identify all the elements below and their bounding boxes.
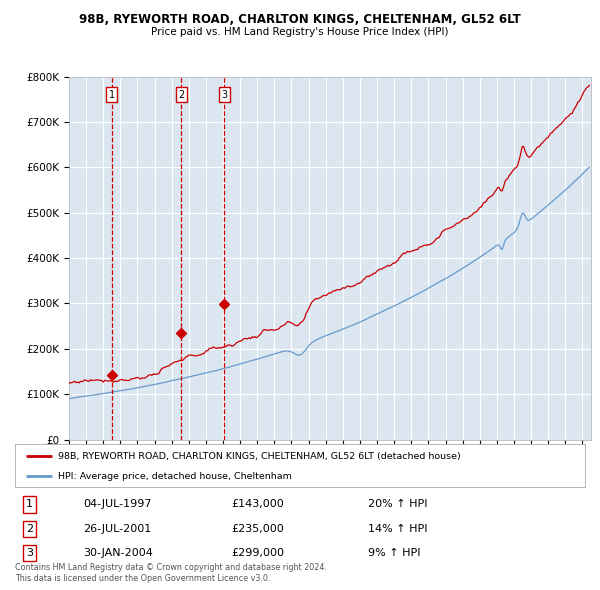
Text: 26-JUL-2001: 26-JUL-2001	[83, 524, 152, 534]
Text: 1: 1	[26, 500, 33, 509]
Text: 2: 2	[26, 524, 33, 534]
Text: £299,000: £299,000	[232, 548, 284, 558]
Text: HPI: Average price, detached house, Cheltenham: HPI: Average price, detached house, Chel…	[58, 471, 292, 481]
Text: This data is licensed under the Open Government Licence v3.0.: This data is licensed under the Open Gov…	[15, 574, 271, 583]
Text: 9% ↑ HPI: 9% ↑ HPI	[368, 548, 421, 558]
Text: 1: 1	[109, 90, 115, 100]
Text: Contains HM Land Registry data © Crown copyright and database right 2024.: Contains HM Land Registry data © Crown c…	[15, 563, 327, 572]
Text: £235,000: £235,000	[232, 524, 284, 534]
Text: £143,000: £143,000	[232, 500, 284, 509]
Text: 04-JUL-1997: 04-JUL-1997	[83, 500, 152, 509]
Text: 20% ↑ HPI: 20% ↑ HPI	[368, 500, 428, 509]
Text: Price paid vs. HM Land Registry's House Price Index (HPI): Price paid vs. HM Land Registry's House …	[151, 27, 449, 37]
Text: 98B, RYEWORTH ROAD, CHARLTON KINGS, CHELTENHAM, GL52 6LT: 98B, RYEWORTH ROAD, CHARLTON KINGS, CHEL…	[79, 13, 521, 26]
Text: 3: 3	[221, 90, 227, 100]
Text: 98B, RYEWORTH ROAD, CHARLTON KINGS, CHELTENHAM, GL52 6LT (detached house): 98B, RYEWORTH ROAD, CHARLTON KINGS, CHEL…	[58, 452, 461, 461]
Text: 30-JAN-2004: 30-JAN-2004	[83, 548, 153, 558]
Text: 2: 2	[178, 90, 185, 100]
Text: 14% ↑ HPI: 14% ↑ HPI	[368, 524, 428, 534]
Text: 3: 3	[26, 548, 33, 558]
